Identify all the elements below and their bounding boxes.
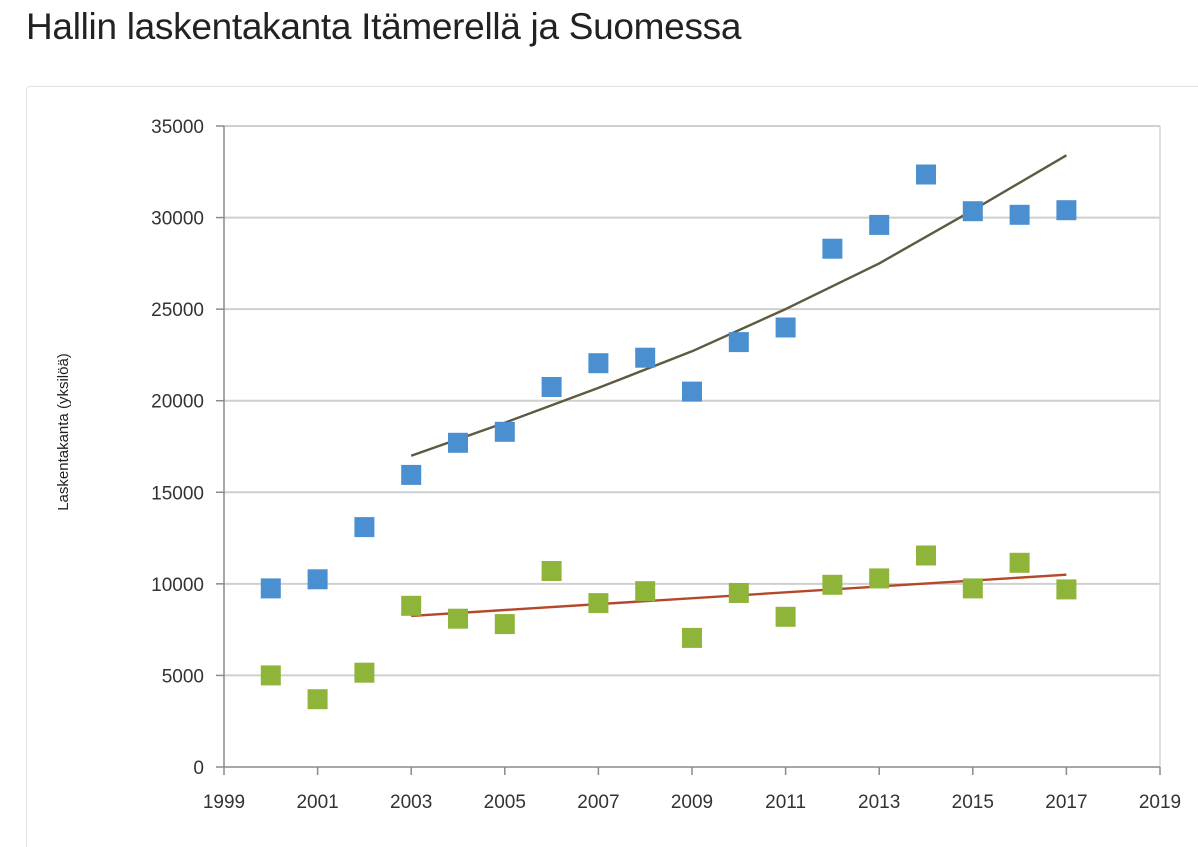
series-2-point [541, 561, 562, 581]
x-tick-label: 1999 [203, 792, 245, 813]
series-2-point [1056, 579, 1077, 600]
series-1-point [588, 353, 609, 374]
series-1-point [962, 201, 983, 222]
x-tick-label: 2005 [484, 792, 526, 813]
series-1-point [448, 432, 468, 453]
data-points [260, 164, 1077, 710]
series-2-point [354, 662, 375, 683]
series-1-point [775, 317, 796, 338]
series-2-point [962, 578, 983, 599]
x-tick-label: 2001 [296, 792, 338, 813]
y-tick-label: 5000 [162, 666, 204, 687]
series-2-point [401, 595, 422, 616]
x-tick-label: 2019 [1139, 792, 1181, 813]
series-2-point [775, 606, 796, 627]
series-2-point [588, 593, 609, 614]
series-2-point [494, 614, 515, 635]
y-tick-label: 15000 [151, 483, 204, 504]
series-2-point [869, 568, 890, 589]
series-1-point [728, 332, 749, 353]
series-1-point [822, 238, 843, 259]
series-1-point [1009, 204, 1030, 225]
y-tick-label: 20000 [151, 392, 204, 413]
x-tick-label: 2009 [671, 792, 713, 813]
y-tick-label: 30000 [151, 209, 204, 230]
chart-card [26, 86, 1198, 847]
tick-labels: 0 5000 10000 15000 20000 25000 30000 35000 1999 2… [151, 117, 1181, 813]
series-1-point [916, 164, 936, 185]
series-2-point [307, 689, 328, 710]
y-tick-label: 0 [193, 758, 204, 779]
trendlines [410, 154, 1068, 618]
series-1-point [494, 421, 515, 442]
y-tick-label: 35000 [151, 117, 204, 138]
x-tick-label: 2011 [765, 792, 806, 813]
x-tick-label: 2003 [390, 792, 432, 813]
series-2-point [728, 583, 749, 603]
series-1-point [635, 347, 656, 368]
axes [216, 125, 1161, 775]
series-1-point [260, 578, 281, 599]
x-tick-label: 2013 [858, 792, 900, 813]
series-1-point [869, 214, 890, 235]
y-tick-label: 25000 [151, 300, 204, 321]
series-2-point [682, 627, 702, 648]
x-tick-label: 2017 [1045, 792, 1087, 813]
series-1-point [1056, 200, 1077, 221]
series-1-point [682, 381, 702, 402]
series-1-point [307, 569, 328, 590]
y-tick-label: 10000 [151, 575, 204, 596]
series-1-point [401, 464, 422, 485]
series-2-point [1009, 552, 1030, 573]
x-tick-label: 2015 [952, 792, 994, 813]
page-title: Hallin laskentakanta Itämerellä ja Suome… [26, 6, 742, 47]
series-2-point [448, 608, 468, 629]
scatter-chart: 0 5000 10000 15000 20000 25000 30000 35000 1999 2… [55, 117, 1181, 813]
grid-lines [224, 125, 1161, 767]
series-2-point [260, 665, 281, 686]
series-1-point [541, 377, 562, 397]
series-2-point [635, 581, 656, 602]
series-2-point [822, 574, 843, 595]
y-axis-title: Laskentakanta (yksilöä) [55, 353, 72, 511]
trendline-series-1 [410, 154, 1068, 457]
series-2-point [916, 545, 936, 566]
x-tick-label: 2007 [577, 792, 619, 813]
series-1-point [354, 517, 375, 538]
